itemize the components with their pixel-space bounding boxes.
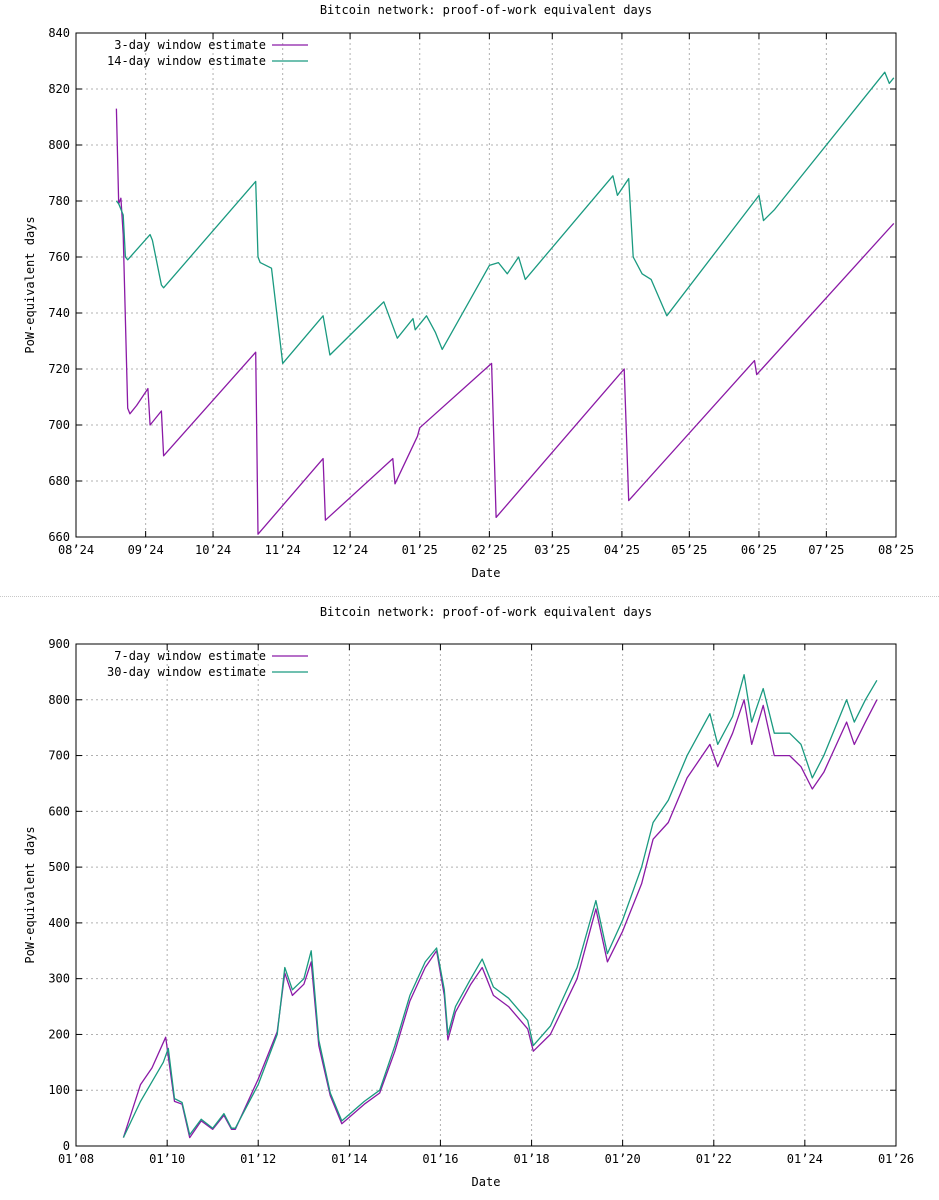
x-tick-label: 10’24 — [195, 543, 231, 557]
series-line-1 — [115, 108, 895, 535]
x-tick-label: 05’25 — [671, 543, 707, 557]
legend-label: 3-day window estimate — [114, 38, 266, 52]
x-tick-label: 11’24 — [265, 543, 301, 557]
y-tick-label: 740 — [48, 306, 70, 320]
y-tick-label: 200 — [48, 1027, 70, 1041]
series-line-1 — [122, 699, 878, 1139]
plot-frame — [75, 643, 897, 1147]
series-line-2 — [122, 674, 878, 1138]
x-tick-label: 01’20 — [605, 1152, 641, 1166]
x-tick-label: 03’25 — [534, 543, 570, 557]
y-axis-label: PoW-equivalent days — [23, 826, 37, 963]
y-tick-label: 300 — [48, 972, 70, 986]
x-tick-label: 02’25 — [471, 543, 507, 557]
y-tick-label: 840 — [48, 26, 70, 40]
chart-title: Bitcoin network: proof-of-work equivalen… — [320, 605, 652, 619]
y-tick-label: 800 — [48, 138, 70, 152]
y-tick-label: 660 — [48, 530, 70, 544]
grid-lines — [76, 33, 896, 537]
legend-label: 14-day window estimate — [107, 54, 266, 68]
x-tick-label: 12’24 — [332, 543, 368, 557]
legend-label: 7-day window estimate — [114, 649, 266, 663]
x-tick-label: 01’10 — [149, 1152, 185, 1166]
series-line-2 — [115, 71, 895, 365]
x-tick-label: 01’14 — [331, 1152, 367, 1166]
x-axis-label: Date — [472, 1175, 501, 1189]
y-tick-label: 500 — [48, 860, 70, 874]
y-tick-label: 820 — [48, 82, 70, 96]
y-tick-label: 680 — [48, 474, 70, 488]
x-axis-label: Date — [472, 566, 501, 580]
y-axis-label: PoW-equivalent days — [23, 216, 37, 353]
x-tick-label: 09’24 — [128, 543, 164, 557]
chart-separator — [0, 596, 939, 597]
x-tick-label: 01’25 — [402, 543, 438, 557]
chart-1y-svg: Bitcoin network: proof-of-work equivalen… — [23, 3, 914, 580]
x-tick-label: 08’25 — [878, 543, 914, 557]
y-tick-label: 720 — [48, 362, 70, 376]
x-tick-label: 08’24 — [58, 543, 94, 557]
x-tick-label: 01’26 — [878, 1152, 914, 1166]
y-tick-label: 800 — [48, 693, 70, 707]
chart-title: Bitcoin network: proof-of-work equivalen… — [320, 3, 652, 17]
y-tick-label: 700 — [48, 418, 70, 432]
y-tick-label: 900 — [48, 637, 70, 651]
pow-days-chart-1y: Bitcoin network: proof-of-work equivalen… — [0, 0, 939, 596]
y-tick-label: 400 — [48, 916, 70, 930]
x-tick-label: 01’22 — [696, 1152, 732, 1166]
x-tick-label: 01’08 — [58, 1152, 94, 1166]
x-tick-label: 04’25 — [604, 543, 640, 557]
chart-all-time-svg: Bitcoin network: proof-of-work equivalen… — [23, 605, 914, 1189]
grid-lines — [76, 644, 896, 1146]
x-tick-label: 01’12 — [240, 1152, 276, 1166]
x-tick-label: 06’25 — [741, 543, 777, 557]
x-tick-label: 07’25 — [808, 543, 844, 557]
x-tick-label: 01’24 — [787, 1152, 823, 1166]
y-tick-label: 0 — [63, 1139, 70, 1153]
y-tick-label: 600 — [48, 804, 70, 818]
legend-label: 30-day window estimate — [107, 665, 266, 679]
y-tick-label: 700 — [48, 749, 70, 763]
y-tick-label: 780 — [48, 194, 70, 208]
x-tick-label: 01’16 — [422, 1152, 458, 1166]
y-tick-label: 100 — [48, 1083, 70, 1097]
plot-frame — [75, 32, 897, 538]
y-tick-label: 760 — [48, 250, 70, 264]
x-tick-label: 01’18 — [514, 1152, 550, 1166]
pow-days-chart-all-time: Bitcoin network: proof-of-work equivalen… — [0, 602, 939, 1198]
